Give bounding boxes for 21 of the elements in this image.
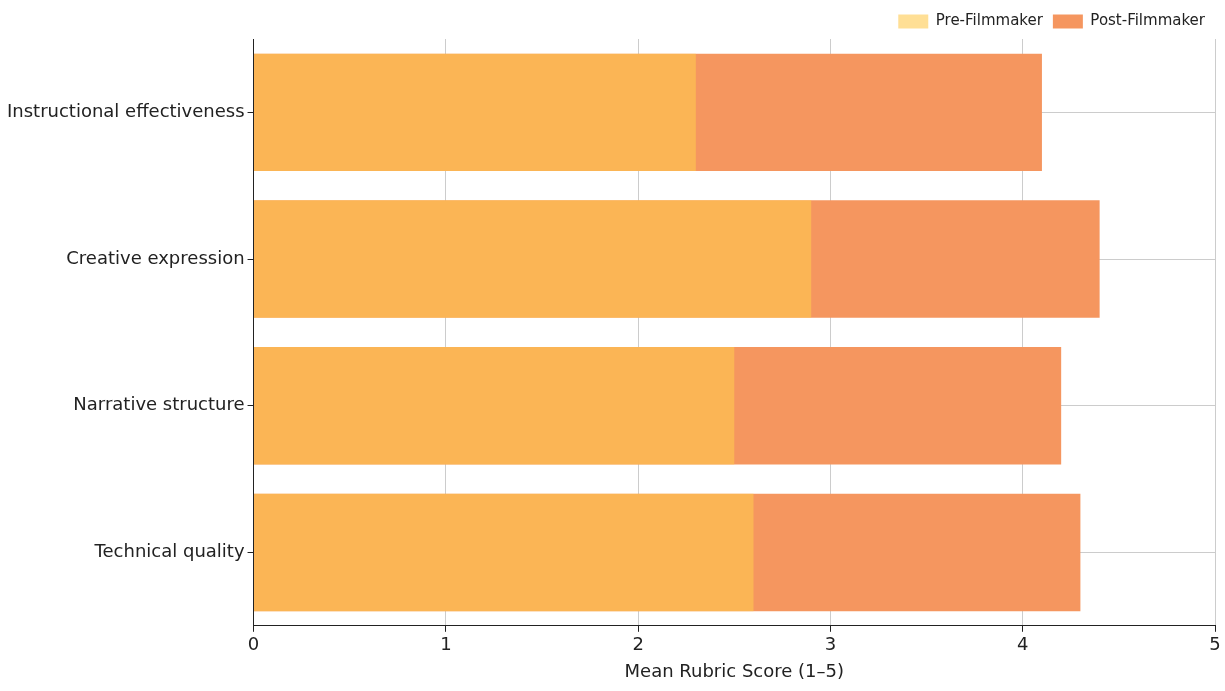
y-tick-label: Technical quality	[93, 540, 245, 562]
y-tick-label: Narrative structure	[73, 393, 245, 415]
x-tick-label: 0	[247, 633, 260, 655]
legend-label: Post-Filmmaker	[1090, 11, 1206, 30]
bar	[254, 347, 1062, 465]
x-tick-label: 3	[824, 633, 837, 655]
bar	[254, 200, 1100, 318]
x-tick-label: 1	[440, 633, 452, 655]
x-tick-label: 5	[1209, 633, 1221, 655]
y-tick-label: Instructional effectiveness	[7, 100, 245, 122]
legend-label: Pre-Filmmaker	[935, 11, 1044, 30]
x-axis-title: Mean Rubric Score (1–5)	[624, 659, 844, 681]
bar	[254, 53, 696, 172]
bar	[254, 200, 812, 318]
bar	[254, 493, 1081, 612]
x-tick-label: 4	[1016, 633, 1029, 655]
y-tick-label: Creative expression	[66, 246, 245, 268]
x-tick-label: 2	[632, 633, 644, 655]
bar	[254, 493, 754, 612]
bar	[254, 347, 735, 465]
bar	[254, 53, 1042, 172]
